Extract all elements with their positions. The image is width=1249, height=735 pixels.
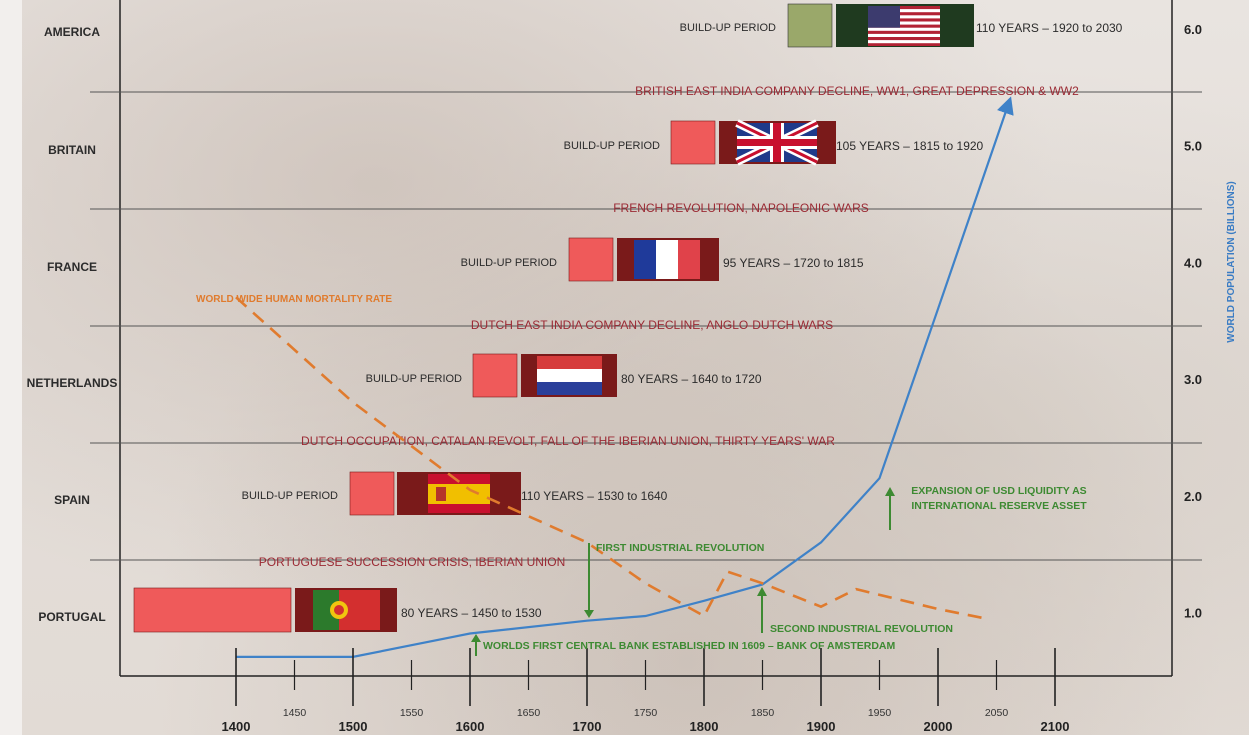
row-label-netherlands: NETHERLANDS <box>27 376 118 390</box>
france-flag <box>568 237 719 282</box>
x-axis: 1400 1500 1600 1700 1800 1900 2000 2100 1450 1550… <box>222 648 1070 734</box>
x-tick-label-1800: 1800 <box>690 719 719 734</box>
france-buildup-block <box>568 237 614 282</box>
period-label-spain: 110 YEARS – 1530 to 1640 <box>521 489 668 503</box>
buildup-label-france: BUILD-UP PERIOD <box>461 257 557 269</box>
first-industrial-label: FIRST INDUSTRIAL REVOLUTION <box>596 542 764 554</box>
row-dividers <box>90 91 1202 561</box>
period-label-portugal: 80 YEARS – 1450 to 1530 <box>401 606 542 620</box>
x-tick-label-1550: 1550 <box>400 707 424 719</box>
portugal-flag <box>133 587 397 633</box>
annotation-usd-liquidity: EXPANSION OF USD LIQUIDITY AS INTERNATIO… <box>885 485 1087 530</box>
y-tick-label-3.0: 3.0 <box>1184 372 1202 387</box>
uk-buildup-block <box>670 120 716 165</box>
event-label-spain: DUTCH OCCUPATION, CATALAN REVOLT, FALL O… <box>301 434 835 448</box>
event-label-france: FRENCH REVOLUTION, NAPOLEONIC WARS <box>613 201 869 215</box>
x-tick-label-2050: 2050 <box>985 707 1009 719</box>
x-tick-label-1750: 1750 <box>634 707 658 719</box>
second-industrial-label: SECOND INDUSTRIAL REVOLUTION <box>770 623 953 635</box>
y-tick-label-6.0: 6.0 <box>1184 22 1202 37</box>
y-tick-label-5.0: 5.0 <box>1184 139 1202 154</box>
row-label-france: FRANCE <box>47 260 97 274</box>
x-tick-label-1950: 1950 <box>868 707 892 719</box>
x-tick-label-1400: 1400 <box>222 719 251 734</box>
y-tick-label-4.0: 4.0 <box>1184 255 1202 270</box>
x-tick-label-1650: 1650 <box>517 707 541 719</box>
portugal-buildup-block <box>133 587 292 633</box>
row-label-america: AMERICA <box>44 25 100 39</box>
usa-buildup-block <box>787 3 833 48</box>
row-label-britain: BRITAIN <box>48 143 96 157</box>
y-axis: 1.0 2.0 3.0 4.0 5.0 6.0 <box>1184 22 1202 621</box>
x-tick-label-1700: 1700 <box>573 719 602 734</box>
netherlands-flag <box>472 353 617 398</box>
series-layer <box>235 96 1014 658</box>
netherlands-buildup-block <box>472 353 518 398</box>
buildup-label-netherlands: BUILD-UP PERIOD <box>366 373 462 385</box>
x-tick-label-2000: 2000 <box>924 719 953 734</box>
event-label-portugal: PORTUGUESE SUCCESSION CRISIS, IBERIAN UN… <box>259 555 566 569</box>
uk-flag <box>670 119 836 166</box>
annotation-central-bank: WORLDS FIRST CENTRAL BANK ESTABLISHED IN… <box>471 634 895 656</box>
period-label-britain: 105 YEARS – 1815 to 1920 <box>836 139 984 153</box>
x-tick-label-2100: 2100 <box>1041 719 1070 734</box>
row-label-portugal: PORTUGAL <box>38 610 105 624</box>
y-axis-label: WORLD POPULATION (BILLIONS) <box>1226 181 1237 342</box>
usa-flag <box>787 3 974 48</box>
x-tick-label-1450: 1450 <box>283 707 307 719</box>
event-label-britain: BRITISH EAST INDIA COMPANY DECLINE, WW1,… <box>635 84 1079 98</box>
usd-liquidity-label-line1: EXPANSION OF USD LIQUIDITY AS <box>911 485 1086 497</box>
spain-flag <box>349 471 521 516</box>
row-label-spain: SPAIN <box>54 493 90 507</box>
buildup-label-britain: BUILD-UP PERIOD <box>564 140 660 152</box>
annotation-first-industrial: FIRST INDUSTRIAL REVOLUTION <box>584 542 764 618</box>
usd-liquidity-label-line2: INTERNATIONAL RESERVE ASSET <box>911 500 1087 512</box>
empire-rows: AMERICA BUILD-UP PERIOD 110 YEARS – 1920 t… <box>27 21 1123 624</box>
central-bank-label: WORLDS FIRST CENTRAL BANK ESTABLISHED IN… <box>483 640 895 652</box>
x-tick-label-1850: 1850 <box>751 707 775 719</box>
buildup-label-america: BUILD-UP PERIOD <box>680 22 776 34</box>
y-tick-label-2.0: 2.0 <box>1184 489 1202 504</box>
mortality-series-label: WORLD WIDE HUMAN MORTALITY RATE <box>196 294 392 305</box>
annotation-second-industrial: SECOND INDUSTRIAL REVOLUTION <box>757 587 953 635</box>
x-tick-label-1600: 1600 <box>456 719 485 734</box>
period-label-netherlands: 80 YEARS – 1640 to 1720 <box>621 372 762 386</box>
left-margin-strip <box>0 0 22 735</box>
period-label-america: 110 YEARS – 1920 to 2030 <box>976 21 1123 35</box>
buildup-label-spain: BUILD-UP PERIOD <box>242 490 338 502</box>
y-tick-label-1.0: 1.0 <box>1184 606 1202 621</box>
mortality-line <box>235 296 986 620</box>
event-label-netherlands: DUTCH EAST INDIA COMPANY DECLINE, ANGLO-… <box>471 318 833 332</box>
x-tick-label-1500: 1500 <box>339 719 368 734</box>
period-label-france: 95 YEARS – 1720 to 1815 <box>723 256 864 270</box>
spain-buildup-block <box>349 471 395 516</box>
x-tick-label-1900: 1900 <box>807 719 836 734</box>
